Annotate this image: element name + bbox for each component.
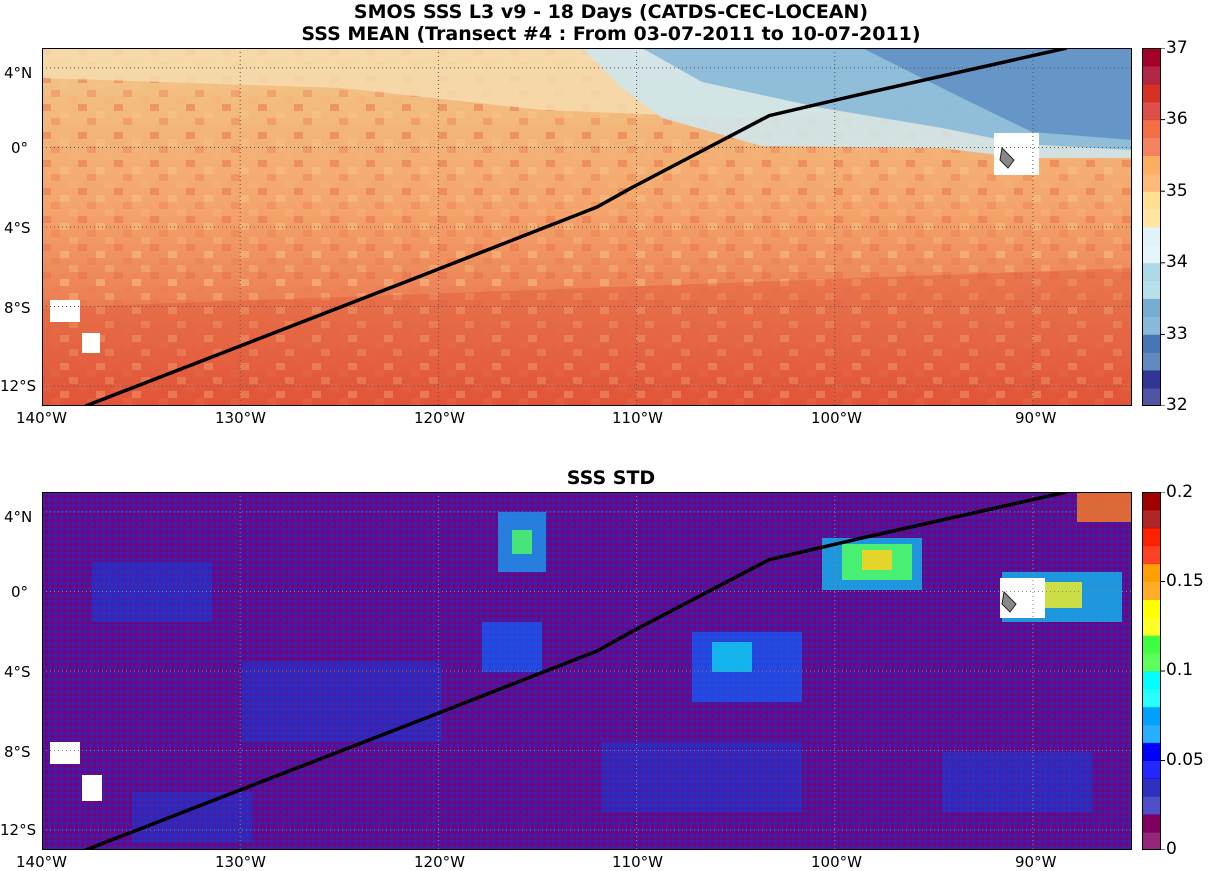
lon-tick-label: 100°W — [811, 409, 862, 427]
colorbar-step — [1142, 671, 1161, 690]
lat-tick-label: 0° — [11, 139, 29, 157]
colorbar-step — [1142, 209, 1161, 228]
colorbar-step — [1142, 280, 1161, 300]
colorbar-tick-label: 0 — [1166, 839, 1177, 859]
colorbar-step — [1142, 492, 1161, 511]
colorbar-step — [1142, 635, 1161, 654]
graticule-std — [42, 492, 1132, 850]
land-mask-std — [50, 578, 1045, 801]
lon-tick-label: 120°W — [414, 409, 465, 427]
panel-mean-title: SSS MEAN (Transect #4 : From 03-07-2011 … — [301, 23, 921, 45]
lat-tick-label: 8°S — [4, 299, 31, 317]
colorbar-step — [1142, 119, 1161, 138]
std-colorbar — [1142, 492, 1165, 850]
lat-tick-label: 4°N — [4, 64, 33, 82]
sss-std-map — [42, 492, 1132, 850]
colorbar-step — [1142, 227, 1161, 246]
colorbar-step — [1142, 832, 1161, 850]
lon-tick-label: 100°W — [811, 853, 862, 871]
lat-tick-label: 0° — [11, 583, 29, 601]
panel-std-title: SSS STD — [566, 467, 656, 489]
colorbar-step — [1142, 352, 1161, 371]
lon-tick-label: 90°W — [1015, 853, 1057, 871]
colorbar-step — [1142, 137, 1161, 156]
lat-tick-label: 12°S — [0, 377, 37, 395]
lon-tick-label: 140°W — [16, 409, 67, 427]
land-mask — [50, 133, 1039, 353]
lon-tick-label: 130°W — [215, 853, 266, 871]
colorbar-step — [1142, 155, 1161, 174]
colorbar-step — [1142, 65, 1161, 85]
colorbar-step — [1142, 298, 1161, 317]
colorbar-tick-label: 0.15 — [1166, 571, 1204, 591]
colorbar-step — [1142, 563, 1161, 582]
colorbar-step — [1142, 581, 1161, 600]
transect-line-std — [84, 492, 1067, 850]
lon-tick-label: 140°W — [16, 853, 67, 871]
colorbar-step — [1142, 617, 1161, 636]
colorbar-step — [1142, 653, 1161, 672]
colorbar-step — [1142, 706, 1161, 726]
colorbar-step — [1142, 262, 1161, 282]
colorbar-step — [1142, 796, 1161, 815]
colorbar-step — [1142, 814, 1161, 833]
marquesas-island — [50, 300, 80, 322]
colorbar-step — [1142, 191, 1161, 210]
colorbar-step — [1142, 742, 1161, 761]
colorbar-tick-label: 35 — [1166, 181, 1188, 201]
colorbar-tick-label: 32 — [1166, 395, 1188, 415]
lon-tick-label: 90°W — [1015, 409, 1057, 427]
figure-title: SMOS SSS L3 v9 - 18 Days (CATDS-CEC-LOCE… — [353, 1, 869, 23]
colorbar-step — [1142, 388, 1161, 406]
colorbar-tick-label: 33 — [1166, 324, 1188, 344]
colorbar-step — [1142, 527, 1161, 547]
sss-mean-map — [42, 48, 1132, 406]
lon-tick-label: 110°W — [612, 409, 663, 427]
colorbar-tick-label: 0.1 — [1166, 660, 1194, 680]
colorbar-step — [1142, 778, 1161, 797]
lon-tick-label: 130°W — [215, 409, 266, 427]
colorbar-step — [1142, 244, 1161, 264]
lat-tick-label: 4°S — [4, 663, 31, 681]
transect-line — [84, 48, 1067, 406]
colorbar-tick-label: 36 — [1166, 109, 1188, 129]
colorbar-step — [1142, 545, 1161, 565]
colorbar-step — [1142, 370, 1161, 389]
lon-tick-label: 120°W — [414, 853, 465, 871]
colorbar-tick-label: 0.2 — [1166, 482, 1194, 502]
lat-tick-label: 4°N — [4, 508, 33, 526]
graticule — [42, 48, 1132, 406]
lat-tick-label: 4°S — [4, 219, 31, 237]
mean-colorbar — [1142, 48, 1165, 406]
lon-tick-label: 110°W — [612, 853, 663, 871]
colorbar-step — [1142, 316, 1161, 335]
colorbar-tick-label: 37 — [1166, 38, 1188, 58]
colorbar-tick-label: 0.05 — [1166, 750, 1204, 770]
colorbar-step — [1142, 101, 1161, 121]
colorbar-step — [1142, 724, 1161, 744]
lat-tick-label: 12°S — [0, 821, 37, 839]
colorbar-step — [1142, 760, 1161, 779]
colorbar-step — [1142, 599, 1161, 618]
colorbar-tick-label: 34 — [1166, 252, 1188, 272]
lat-tick-label: 8°S — [4, 743, 31, 761]
colorbar-step — [1142, 334, 1161, 353]
colorbar-step — [1142, 173, 1161, 192]
colorbar-step — [1142, 509, 1161, 529]
colorbar-step — [1142, 688, 1161, 708]
colorbar-step — [1142, 48, 1161, 67]
colorbar-step — [1142, 83, 1161, 103]
